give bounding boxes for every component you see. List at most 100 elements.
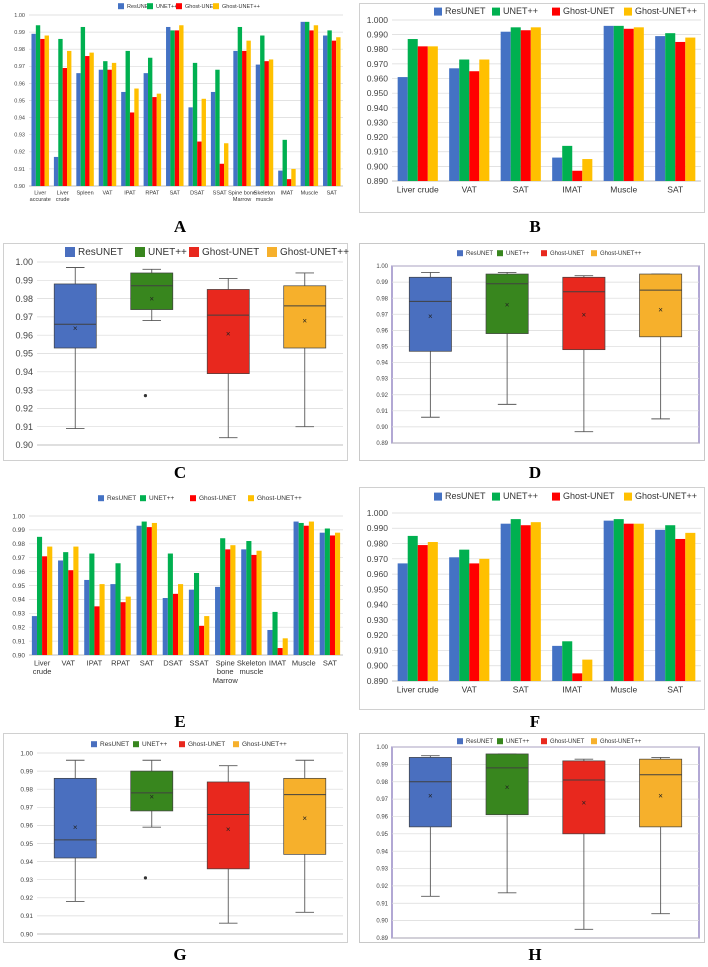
bar-ghost-unetplusplus: [582, 659, 593, 681]
box-ghost-unet: [562, 276, 606, 351]
bar-resunet: [210, 91, 216, 186]
bar-ghost-unet: [242, 50, 247, 186]
bar-unetplusplus: [459, 59, 470, 181]
x-tick-label: Liver crude: [397, 185, 439, 195]
panel-f: 0.890 0.900 0.910 0.920 0.930 0.940 0.950 0.960…: [359, 487, 705, 710]
y-tick-label: 0.90: [12, 652, 25, 659]
x-tick-label: SAT: [140, 659, 154, 668]
bar-ghost-unetplusplus: [89, 52, 94, 187]
chart-f: 0.890 0.900 0.910 0.920 0.930 0.940 0.950 0.960…: [359, 487, 705, 710]
mean-marker: ×: [505, 301, 510, 310]
bar-unetplusplus: [304, 21, 310, 187]
bar-unetplusplus: [407, 535, 418, 681]
bar-ghost-unetplusplus: [99, 584, 105, 655]
bar-ghost-unet: [152, 97, 157, 186]
tick-label-line: RPAT: [111, 659, 130, 668]
tick-label-line: IMAT: [562, 685, 582, 695]
y-tick-label: 0.98: [12, 541, 25, 548]
y-tick-label: 0.91: [376, 901, 388, 907]
bar-resunet: [110, 584, 116, 655]
legend-swatch-resunet: [98, 495, 104, 502]
panel-border: [3, 733, 348, 943]
bar-ghost-unetplusplus: [125, 596, 131, 655]
y-tick-label: 0.90: [20, 931, 33, 938]
legend-label-unetplusplus: UNET++: [503, 491, 538, 501]
legend-label-ghost-unet: Ghost-UNET: [188, 741, 225, 748]
y-tick-label: 1.000: [367, 15, 389, 25]
bar-ghost-unetplusplus: [282, 638, 288, 655]
bar-ghost-unetplusplus: [335, 532, 341, 655]
y-tick-label: 0.90: [14, 184, 25, 190]
bar-ghost-unet: [219, 163, 225, 186]
y-tick-label: 0.98: [376, 780, 388, 786]
panel-b: 0.890 0.900 0.910 0.920 0.930 0.940 0.950 0.960…: [359, 3, 705, 213]
tick-label-line: bone: [217, 667, 234, 676]
x-tick-label: Liver crude: [56, 191, 70, 203]
mean-marker: ×: [582, 799, 587, 808]
bar-unetplusplus: [665, 33, 676, 181]
bar-unetplusplus: [125, 50, 130, 186]
bar-resunet: [84, 579, 90, 655]
legend-label-resunet: ResUNET: [466, 739, 493, 745]
tick-label-line: IMAT: [269, 659, 287, 668]
x-tick-label: SAT: [513, 685, 529, 695]
box-resunet: [53, 777, 97, 859]
legend-swatch-ghost-unet: [190, 495, 196, 502]
y-tick-label: 0.94: [20, 859, 33, 866]
mean-marker: ×: [73, 823, 78, 832]
bar-ghost-unet: [68, 570, 74, 655]
y-tick-label: 0.99: [12, 527, 25, 534]
y-tick-label: 0.94: [14, 116, 25, 122]
y-tick-label: 0.97: [376, 312, 388, 318]
panel-label-c: C: [173, 463, 187, 482]
legend-label-ghost-unet: Ghost-UNET: [185, 4, 217, 10]
bar-ghost-unet: [520, 30, 531, 182]
bar-ghost-unetplusplus: [633, 523, 644, 681]
bar-resunet: [98, 69, 104, 186]
y-tick-label: 0.92: [12, 624, 25, 631]
panel-border: [359, 3, 705, 213]
box-ghost-unet: [206, 781, 250, 870]
bar-unetplusplus: [170, 30, 175, 186]
x-tick-label: SSAT: [190, 659, 209, 668]
y-tick-label: 0.91: [15, 422, 33, 432]
box-unetplusplus: [130, 272, 174, 310]
tick-label-line: Marrow: [233, 197, 251, 203]
bar-unetplusplus: [215, 69, 220, 186]
bar-ghost-unet: [303, 525, 309, 655]
y-tick-label: 0.90: [15, 440, 33, 450]
bar-ghost-unetplusplus: [427, 46, 438, 181]
y-tick-label: 1.00: [376, 745, 388, 751]
legend-label-ghost-unetplusplus: Ghost-UNET++: [600, 251, 642, 257]
legend-label-ghost-unet: Ghost-UNET: [202, 247, 259, 258]
legend-label-ghost-unetplusplus: Ghost-UNET++: [280, 247, 349, 258]
bar-ghost-unetplusplus: [479, 558, 490, 681]
box-unetplusplus: [130, 770, 174, 812]
x-tick-label: IMAT: [562, 185, 582, 195]
tick-label-line: VAT: [103, 191, 114, 197]
bar-resunet: [241, 549, 247, 655]
bar-unetplusplus: [613, 519, 624, 681]
legend-swatch-resunet: [65, 247, 75, 257]
y-tick-label: 1.00: [20, 750, 33, 757]
y-tick-label: 0.99: [15, 275, 33, 285]
x-tick-label: IMAT: [269, 659, 287, 668]
legend-label-ghost-unetplusplus: Ghost-UNET++: [222, 4, 260, 10]
bar-unetplusplus: [562, 145, 573, 181]
legend-label-resunet: ResUNET: [445, 491, 486, 501]
bar-ghost-unet: [417, 46, 428, 181]
panel-h: 0.89 0.90 0.91 0.92 0.93 0.94 0.95 0.96 0.97 0.98…: [359, 733, 705, 943]
y-tick-label: 0.97: [376, 797, 388, 803]
bar-resunet: [166, 26, 171, 186]
mean-marker: ×: [149, 792, 154, 801]
y-tick-label: 0.91: [12, 638, 25, 645]
tick-label-line: Muscle: [610, 685, 637, 695]
y-tick-label: 0.930: [367, 615, 389, 625]
tick-label-line: IMAT: [281, 191, 294, 197]
y-tick-label: 0.910: [367, 645, 389, 655]
y-tick-label: 0.91: [14, 167, 25, 173]
bar-ghost-unetplusplus: [134, 88, 139, 186]
tick-label-line: Spine bone: [228, 191, 256, 197]
bar-ghost-unetplusplus: [230, 545, 236, 655]
bar-ghost-unet: [197, 141, 202, 186]
